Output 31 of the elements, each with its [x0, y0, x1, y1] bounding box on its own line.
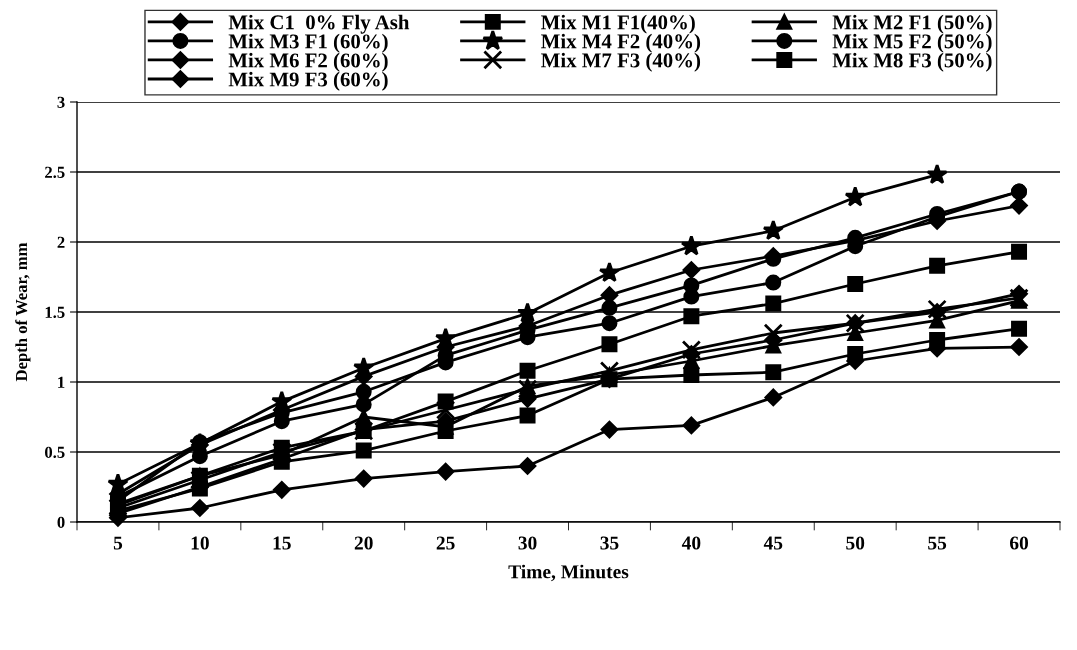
legend-label: Mix C1 0% Fly Ash: [228, 14, 410, 34]
x-tick-label: 45: [763, 536, 783, 550]
y-tick-label: 2: [57, 236, 65, 248]
y-tick-label: 1: [58, 376, 65, 388]
legend-label: Mix M9 F3 (60%): [228, 71, 388, 91]
y-tick-label: 3: [57, 96, 65, 108]
x-tick-label: 20: [354, 536, 373, 550]
x-tick-label: 50: [846, 536, 865, 550]
legend-label: Mix M4 F2 (40%): [541, 33, 701, 53]
x-tick-label: 55: [928, 536, 947, 550]
legend-label: Mix M8 F3 (50%): [832, 52, 992, 72]
y-tick-label: 2.5: [45, 166, 65, 179]
legend-label: Mix M6 F2 (60%): [228, 52, 388, 72]
x-tick-label: 30: [518, 536, 537, 550]
legend-label: Mix M2 F1 (50%): [832, 14, 992, 34]
legend-label: Mix M3 F1 (60%): [228, 33, 388, 53]
legend-label: Mix M7 F3 (40%): [541, 52, 701, 72]
x-tick-label: 10: [191, 536, 209, 550]
x-tick-label: 5: [113, 536, 123, 550]
legend-label: Mix M1 F1(40%): [541, 14, 695, 34]
x-axis-title: Time, Minutes: [508, 564, 629, 582]
x-tick-label: 35: [600, 536, 619, 550]
x-tick-label: 40: [681, 536, 701, 550]
y-axis-title: Depth of Wear, mm: [15, 242, 31, 382]
y-tick-label: 0.5: [45, 446, 65, 459]
y-tick-label: 1.5: [45, 306, 65, 319]
legend-label: Mix M5 F2 (50%): [832, 33, 992, 53]
x-tick-label: 15: [273, 536, 291, 550]
x-tick-label: 60: [1009, 536, 1029, 550]
y-tick-label: 0: [57, 516, 65, 528]
x-tick-label: 25: [436, 536, 455, 550]
